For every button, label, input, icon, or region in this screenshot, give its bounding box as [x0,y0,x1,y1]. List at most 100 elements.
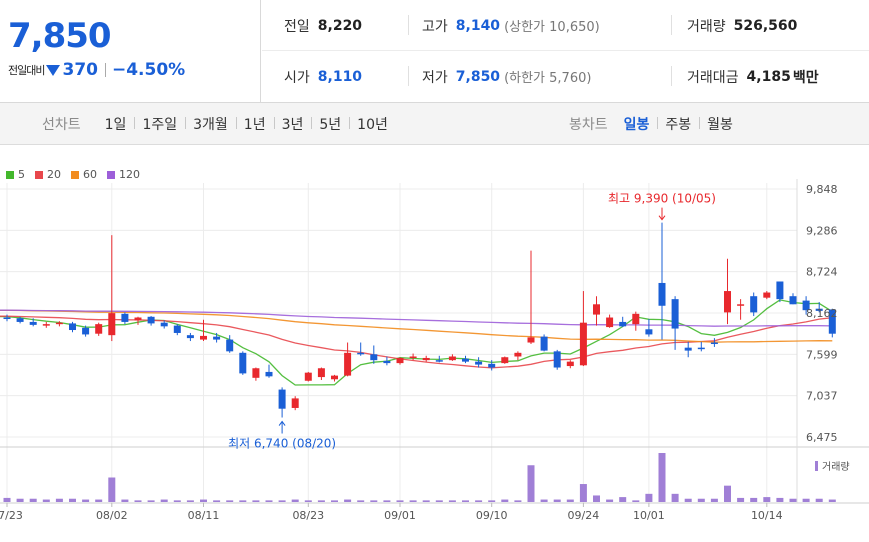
candle-body [291,398,299,408]
candle-monthly[interactable]: 월봉 [699,114,741,134]
period-3m[interactable]: 3개월 [185,114,236,134]
candle-body [632,313,640,325]
volume-label: 거래량 [822,461,850,473]
volume-bar [147,500,155,502]
volume-bar [121,499,129,502]
candle-body [789,296,797,305]
divider [408,66,409,86]
candle-body [396,357,404,364]
high-value: 8,140 [455,17,501,34]
x-tick-label: 09/24 [568,509,600,522]
volume-bar [566,499,574,502]
candle-body [383,360,391,364]
volume-bar [776,497,784,502]
price-summary: 7,850 전일대비 370 −4.50% [0,0,261,103]
volume-bar [16,498,24,502]
y-tick-label: 9,848 [806,183,838,196]
volume-bar [514,500,522,502]
volume-legend-swatch [815,461,818,471]
open-label: 시가 [284,69,310,86]
volume-bar [448,500,456,502]
period-1w[interactable]: 1주일 [134,114,185,134]
period-3y[interactable]: 3년 [273,114,312,134]
legend-ma20: 20 [35,168,61,181]
volume-bar [278,500,286,502]
candle-daily[interactable]: 일봉 [623,117,650,133]
volume-bar [737,497,745,502]
candle-body [95,324,103,334]
volume-bar [265,500,273,502]
candle-body [213,336,221,340]
divider [671,66,672,86]
volume-bar [553,499,561,502]
lower-limit-note: (하한가 5,760) [504,71,592,86]
legend-ma60: 60 [71,168,97,181]
candle-body [566,361,574,367]
quote-row-2: 시가 8,110 저가 7,850 (하한가 5,760) 거래대금 4,185… [262,51,869,102]
candle-body [409,356,417,358]
candle-body [134,317,142,321]
candle-chart-periods: 봉차트 일봉 주봉 월봉 [569,103,741,145]
volume-bar [619,497,627,502]
price-chart[interactable]: 거래량 9,848 9,286 8,724 8,162 7,599 7,037 6,475 0… [0,145,869,542]
candle-body [514,352,522,357]
trade-value-amount: 4,185 [746,68,791,85]
quote-details: 전일 8,220 고가 8,140 (상한가 10,650) 거래량 526,5… [262,0,869,103]
ma-legend: 5 20 60 120 [6,168,150,181]
candle-body [645,329,653,335]
volume-bar [540,499,548,502]
low-label: 저가 [422,69,448,86]
period-5y[interactable]: 5년 [311,114,349,134]
period-1d[interactable]: 1일 [104,117,127,133]
high-price: 고가 8,140 (상한가 10,650) [422,0,600,51]
legend-ma5: 5 [6,168,25,181]
candle-body [540,336,548,351]
candle-weekly[interactable]: 주봉 [657,114,699,134]
volume-bar [724,485,731,502]
candle-body [200,335,207,340]
volume-bar [160,499,168,502]
volume-bar [409,500,417,502]
x-tick-label: 08/11 [188,509,220,522]
candle-body [671,299,679,329]
candle-body [331,375,338,380]
period-1y[interactable]: 1년 [235,114,274,134]
volume-bar [200,499,207,502]
down-triangle-icon [46,64,61,76]
volume-bar [435,500,443,502]
y-tick-label: 8,724 [806,266,838,279]
candle-body [462,358,469,362]
chart-axes: 9,848 9,286 8,724 8,162 7,599 7,037 6,475 07/23… [0,183,838,522]
candle-body [422,357,430,361]
candle-body [619,321,627,327]
candle-body [737,304,745,306]
legend-ma120: 120 [107,168,140,181]
volume-bar [239,500,247,502]
ma20-line [0,315,833,369]
candle-chart-label: 봉차트 [569,117,608,133]
volume-bar [186,500,194,502]
volume-bar [527,465,535,502]
volume-value: 526,560 [733,17,798,34]
legend-swatch [107,170,115,179]
x-tick-label: 08/23 [292,509,324,522]
candle-body [370,354,378,361]
candle-body [448,356,456,361]
candle-body [304,372,312,381]
legend-swatch [71,170,79,179]
low-value: 7,850 [455,68,501,85]
volume-bar [593,495,600,502]
volume-bar [317,500,325,502]
candle-body [344,352,352,376]
volume-bar [579,484,587,502]
candle-body [147,316,155,324]
candle-body [3,317,11,320]
period-10y[interactable]: 10년 [349,114,396,134]
candle-body [802,300,810,311]
volume-bar [828,499,836,502]
volume-bar [173,500,181,502]
volume-bar [82,499,90,502]
volume-bar [802,498,810,502]
candle-body [55,322,63,325]
volume-bar [42,499,50,502]
